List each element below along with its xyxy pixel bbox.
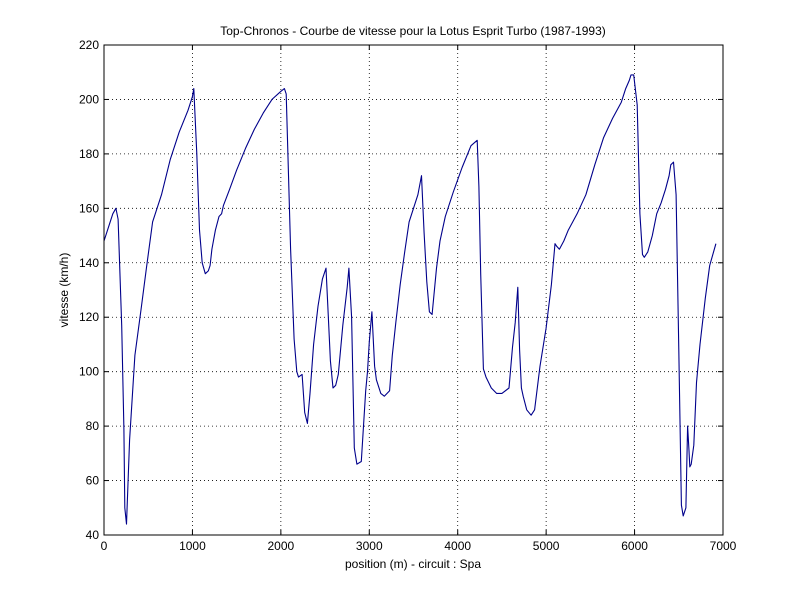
x-tick-label: 3000 [356, 539, 383, 553]
x-tick-label: 1000 [179, 539, 206, 553]
y-tick-label: 60 [86, 474, 100, 488]
ticks: 0 1000 2000 3000 4000 5000 6000 7000 40 60 80 100 12… [79, 38, 737, 553]
y-tick-label: 180 [79, 147, 99, 161]
series-line [103, 74, 717, 525]
x-tick-label: 6000 [621, 539, 648, 553]
y-tick-label: 200 [79, 92, 99, 106]
x-tick-label: 0 [101, 539, 108, 553]
x-tick-label: 5000 [533, 539, 560, 553]
x-tick-label: 4000 [444, 539, 471, 553]
y-axis-label: vitesse (km/h) [57, 253, 71, 328]
y-tick-label: 140 [79, 256, 99, 270]
grid [104, 45, 723, 535]
x-tick-label: 7000 [710, 539, 737, 553]
y-tick-label: 120 [79, 310, 99, 324]
axes-box [103, 44, 724, 536]
y-tick-label: 220 [79, 38, 99, 52]
chart-title: Top-Chronos - Courbe de vitesse pour la … [220, 24, 606, 38]
x-tick-label: 2000 [268, 539, 295, 553]
x-axis-label: position (m) - circuit : Spa [345, 557, 481, 571]
y-tick-label: 100 [79, 365, 99, 379]
y-tick-label: 160 [79, 201, 99, 215]
y-tick-label: 40 [86, 528, 100, 542]
y-tick-label: 80 [86, 419, 100, 433]
